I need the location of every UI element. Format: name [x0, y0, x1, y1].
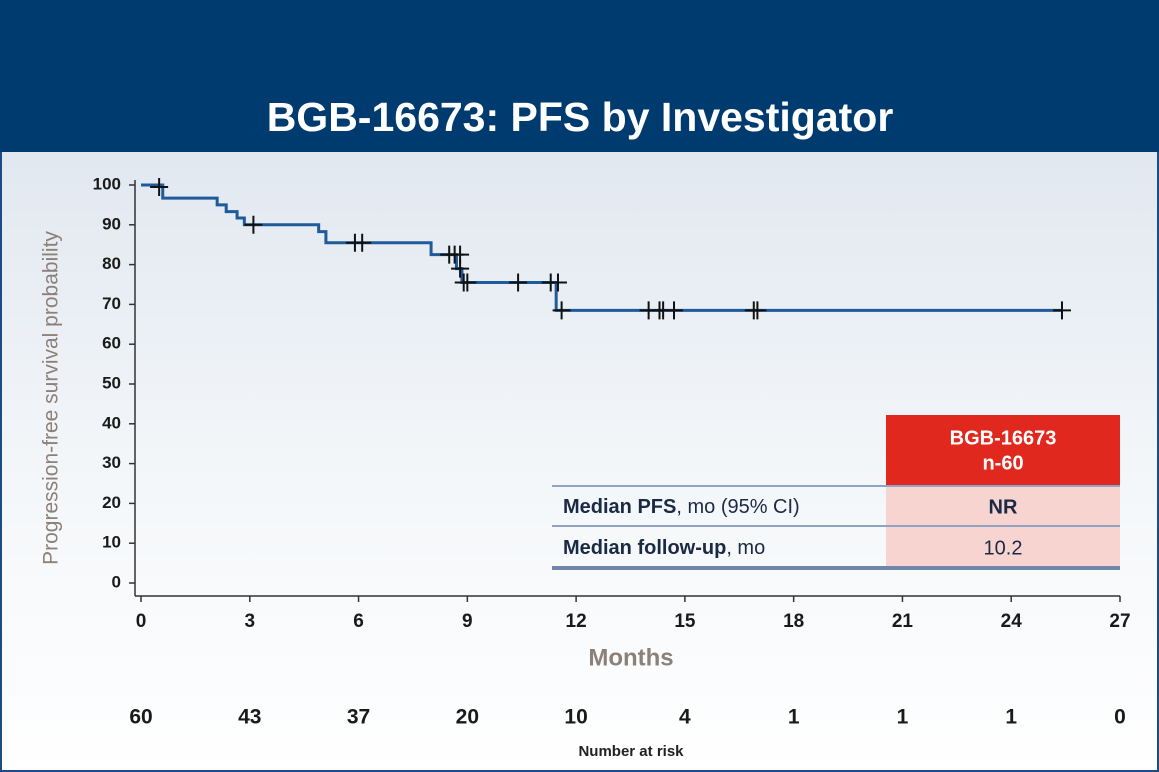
- y-tick-label: 10: [102, 533, 121, 552]
- x-tick-label: 6: [353, 611, 364, 632]
- y-tick-label: 0: [112, 572, 121, 591]
- x-tick-label: 0: [136, 611, 147, 632]
- censor-mark: [1052, 301, 1071, 320]
- y-tick-label: 20: [102, 493, 121, 512]
- at-risk-value: 1: [788, 706, 800, 729]
- censor-mark: [458, 273, 477, 292]
- x-tick-label: 21: [892, 611, 914, 632]
- censor-mark: [548, 273, 567, 292]
- table-header: BGB-16673: [950, 427, 1057, 449]
- x-tick-label: 27: [1109, 611, 1130, 632]
- censor-mark: [552, 301, 571, 320]
- censor-mark: [451, 259, 470, 278]
- x-tick-label: 15: [674, 611, 696, 632]
- y-tick-label: 90: [102, 214, 121, 233]
- x-tick-label: 24: [1001, 611, 1023, 632]
- censor-mark: [665, 301, 684, 320]
- at-risk-value: 43: [238, 706, 261, 729]
- at-risk-value: 1: [1005, 706, 1017, 729]
- at-risk-value: 60: [129, 706, 152, 729]
- table-value: NR: [989, 496, 1018, 518]
- at-risk-label: Number at risk: [578, 743, 684, 760]
- row-label-rest: , mo: [726, 537, 765, 559]
- table-header: n-60: [982, 452, 1023, 474]
- y-tick-label: 50: [102, 373, 121, 392]
- row-label-bold: Median PFS: [563, 496, 676, 518]
- at-risk-value: 1: [897, 706, 909, 729]
- censor-mark: [150, 177, 169, 196]
- row-label-rest: , mo (95% CI): [676, 496, 799, 518]
- frame: [0, 152, 1159, 772]
- censor-mark: [353, 233, 372, 252]
- at-risk-value: 10: [564, 706, 587, 729]
- at-risk-value: 0: [1114, 706, 1126, 729]
- table-row-label: Median PFS, mo (95% CI): [563, 496, 800, 518]
- y-tick-label: 40: [102, 413, 121, 432]
- censor-mark: [244, 215, 263, 234]
- x-axis-label: Months: [588, 644, 673, 671]
- chart-title: BGB-16673: PFS by Investigator: [267, 94, 894, 140]
- censor-mark: [748, 301, 767, 320]
- row-label-bold: Median follow-up: [563, 537, 726, 559]
- x-tick-label: 3: [244, 611, 255, 632]
- x-tick-label: 12: [566, 611, 587, 632]
- y-tick-label: 60: [102, 334, 121, 353]
- at-risk-value: 37: [347, 706, 370, 729]
- y-tick-label: 30: [102, 453, 121, 472]
- x-tick-label: 9: [462, 611, 473, 632]
- header-band: [0, 0, 1159, 152]
- x-tick-label: 18: [783, 611, 804, 632]
- at-risk-value: 20: [456, 706, 479, 729]
- y-axis-label: Progression-free survival probability: [40, 231, 63, 565]
- table-row-label: Median follow-up, mo: [563, 537, 765, 559]
- survival-curve: [141, 183, 1062, 312]
- censor-mark: [509, 273, 528, 292]
- y-tick-label: 70: [102, 294, 121, 313]
- table-header-cell: [886, 415, 1120, 486]
- y-tick-label: 100: [93, 174, 121, 193]
- table-value: 10.2: [984, 537, 1023, 559]
- at-risk-value: 4: [679, 706, 691, 729]
- y-tick-label: 80: [102, 254, 121, 273]
